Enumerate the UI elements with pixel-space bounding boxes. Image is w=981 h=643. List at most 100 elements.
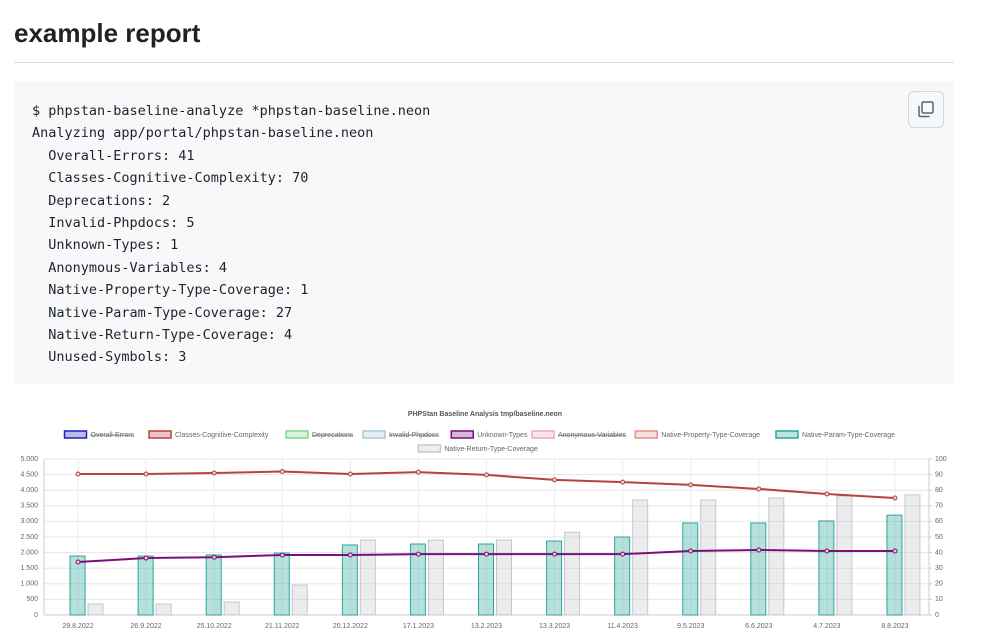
y-tick-label: 1.000	[20, 581, 38, 588]
y2-tick-label: 0	[935, 612, 939, 619]
code-line: Deprecations: 2	[32, 192, 171, 209]
point	[211, 470, 217, 476]
bar	[291, 584, 308, 616]
point	[620, 551, 626, 557]
point	[415, 469, 421, 475]
y-tick-label: 3.000	[20, 518, 38, 525]
code-line: Invalid-Phpdocs: 5	[32, 215, 195, 232]
y2-tick-label: 60	[935, 518, 943, 525]
bar	[836, 495, 853, 616]
legend-swatch	[362, 430, 386, 439]
y-tick-label: 2.500	[20, 534, 38, 541]
x-tick-label: 11.4.2023	[607, 623, 638, 630]
point	[415, 551, 421, 557]
bar	[564, 531, 581, 616]
legend-label: Overall-Errors	[91, 432, 135, 439]
legend-label: Native-Return-Type-Coverage	[444, 446, 537, 453]
x-tick-label: 8.8.2023	[881, 623, 908, 630]
x-tick-label: 21.11.2022	[265, 623, 300, 630]
bar	[904, 494, 921, 616]
bar	[409, 543, 426, 616]
point	[143, 471, 149, 477]
point	[484, 472, 489, 478]
code-line: Anonymous-Variables: 4	[32, 259, 228, 276]
code-line: Overall-Errors: 41	[32, 147, 195, 164]
point	[75, 471, 81, 477]
y-tick-label: 3.500	[20, 503, 38, 510]
point	[279, 552, 285, 558]
code-line: Unused-Symbols: 3	[32, 349, 187, 366]
y2-tick-label: 80	[935, 487, 943, 494]
legend-swatch	[634, 430, 658, 439]
bar	[87, 603, 104, 616]
copy-button[interactable]	[908, 91, 944, 128]
copy-icon	[918, 101, 934, 118]
x-tick-label: 25.10.2022	[197, 623, 232, 630]
point	[892, 495, 898, 501]
code-line: Unknown-Types: 1	[32, 237, 179, 254]
point	[824, 548, 830, 554]
legend-swatch	[775, 430, 799, 439]
bar	[69, 555, 86, 616]
x-tick-label: 13.2.2023	[471, 623, 502, 630]
code-line: Native-Param-Type-Coverage: 27	[32, 304, 293, 321]
bar	[341, 544, 358, 616]
y2-tick-label: 10	[935, 596, 943, 603]
y-tick-label: 4.500	[20, 471, 38, 478]
bar	[137, 555, 154, 616]
legend-label: Native-Property-Type-Coverage	[661, 432, 760, 439]
divider	[14, 62, 954, 63]
x-tick-label: 9.5.2023	[677, 623, 704, 630]
bar	[223, 601, 240, 616]
legend-label: Unknown-Types	[477, 432, 528, 439]
code-line: Native-Property-Type-Coverage: 1	[32, 282, 309, 299]
bar	[496, 539, 512, 616]
y2-tick-label: 40	[935, 549, 943, 556]
point	[824, 491, 830, 497]
point	[756, 486, 762, 492]
x-tick-label: 29.8.2022	[62, 623, 93, 630]
point	[211, 554, 217, 560]
bar	[886, 514, 903, 616]
point	[620, 479, 626, 485]
point	[892, 548, 898, 554]
bar	[632, 499, 649, 616]
legend-label: Anonymous-Variables	[558, 432, 626, 439]
point	[279, 468, 285, 474]
code-line: Native-Return-Type-Coverage: 4	[32, 327, 293, 344]
y-tick-label: 4.000	[20, 487, 38, 494]
y-tick-label: 500	[26, 596, 38, 603]
code-line: Classes-Cognitive-Complexity: 70	[32, 170, 309, 187]
code-line: $ phpstan-baseline-analyze *phpstan-base…	[32, 103, 431, 119]
legend-swatch	[148, 430, 172, 439]
point	[552, 477, 558, 483]
bar	[818, 520, 835, 616]
bar	[359, 539, 376, 616]
y-tick-label: 1.500	[20, 565, 38, 572]
point	[347, 471, 353, 477]
point	[756, 547, 762, 553]
y2-tick-label: 20	[935, 581, 943, 588]
y-tick-label: 2.000	[20, 549, 38, 556]
x-tick-label: 13.3.2023	[539, 623, 570, 630]
legend-swatch	[450, 430, 474, 439]
y2-tick-label: 90	[935, 471, 943, 478]
y-tick-label: 5.000	[20, 456, 38, 463]
bar	[682, 522, 699, 616]
legend-swatch	[531, 430, 555, 439]
x-tick-label: 20.12.2022	[333, 623, 368, 630]
legend-swatch	[417, 444, 442, 453]
bar	[546, 540, 563, 616]
legend-swatch	[63, 430, 88, 439]
point	[347, 552, 353, 558]
bar	[273, 552, 290, 616]
chart-title: PHPStan Baseline Analysis tmp/baseline.n…	[408, 411, 562, 418]
point	[552, 551, 558, 557]
bar	[155, 603, 172, 616]
bar	[700, 499, 717, 616]
bar	[768, 497, 785, 616]
point	[143, 555, 149, 561]
legend-label: Deprecations	[312, 432, 354, 439]
